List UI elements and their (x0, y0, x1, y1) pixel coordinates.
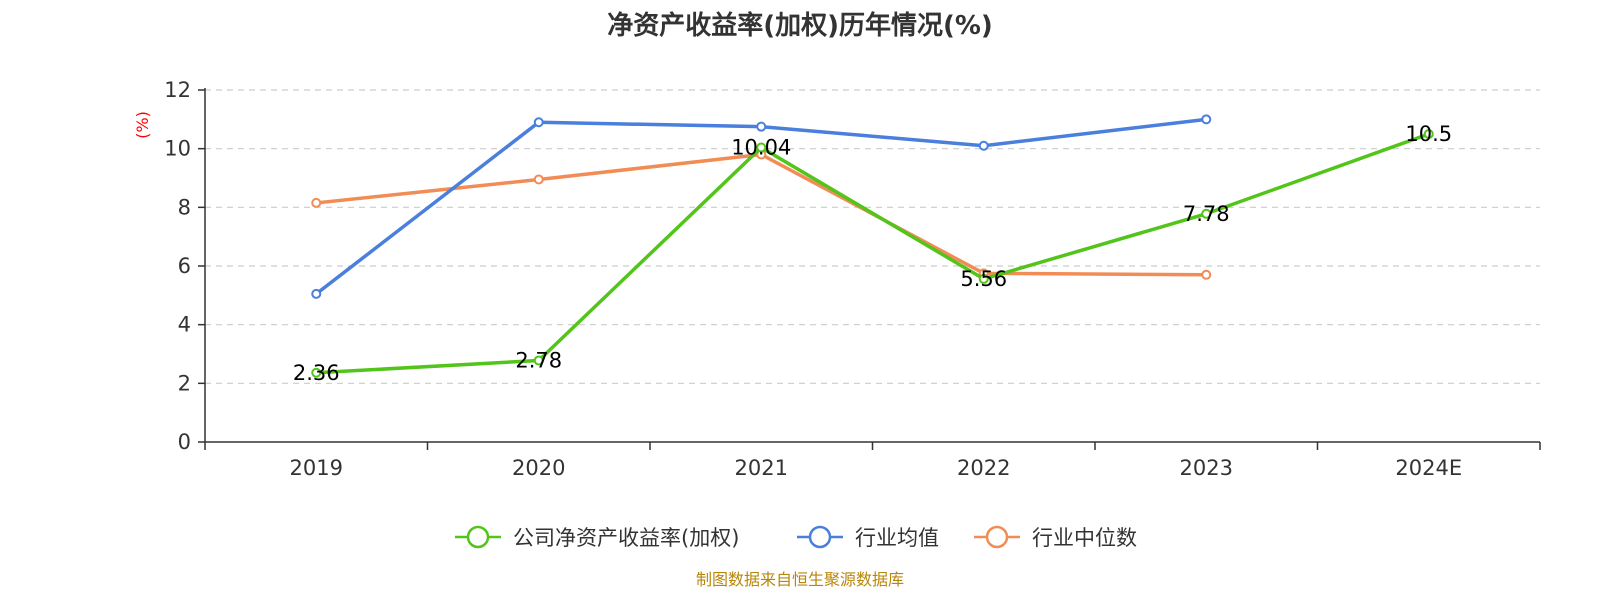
y-tick-label: 4 (178, 313, 191, 337)
data-point[interactable] (533, 117, 544, 128)
data-point[interactable] (978, 273, 989, 284)
data-label: 10.5 (1405, 122, 1452, 146)
x-tick-label: 2019 (290, 456, 343, 480)
data-point[interactable] (311, 197, 322, 208)
x-tick-label: 2024E (1395, 456, 1462, 480)
y-tick-label: 10 (164, 137, 191, 161)
y-tick-label: 12 (164, 78, 191, 102)
x-tick-label: 2020 (512, 456, 565, 480)
data-point[interactable] (533, 355, 544, 366)
data-label: 2.36 (293, 361, 340, 385)
data-point[interactable] (1201, 269, 1212, 280)
data-label: 7.78 (1183, 202, 1230, 226)
data-label: 10.04 (731, 135, 791, 159)
series-group (311, 114, 1434, 378)
gridlines (205, 89, 1540, 384)
legend-label: 行业均值 (855, 526, 939, 550)
data-point[interactable] (1201, 208, 1212, 219)
series-line (316, 152, 1207, 277)
data-labels: 2.36 2.78 10.04 5.56 7.78 10.5 (293, 122, 1452, 385)
source-note: 制图数据来自恒生聚源数据库 (696, 570, 904, 589)
y-tick-label: 0 (178, 430, 191, 454)
data-point[interactable] (1423, 129, 1434, 139)
data-point[interactable] (756, 121, 767, 132)
data-label: 2.78 (515, 348, 562, 372)
legend-marker-icon (808, 525, 832, 549)
data-point[interactable] (311, 288, 322, 299)
y-axis-unit-label: (%) (133, 111, 152, 139)
series-2 (311, 149, 1212, 280)
legend-marker-icon (985, 525, 1009, 549)
data-point[interactable] (978, 140, 989, 151)
axes: 0 2 4 6 8 10 12 2019 2020 2021 2022 2023 2024E (164, 78, 1541, 480)
x-tick-label: 2021 (735, 456, 788, 480)
data-point[interactable] (756, 142, 767, 153)
legend-label: 公司净资产收益率(加权) (513, 526, 739, 550)
series-1 (311, 114, 1212, 299)
x-tick-label: 2023 (1180, 456, 1233, 480)
series-line (316, 132, 1430, 375)
data-point[interactable] (311, 367, 322, 378)
y-tick-label: 8 (178, 195, 191, 219)
legend-item-1[interactable]: 行业均值 (797, 525, 939, 550)
legend-marker-icon (466, 525, 490, 549)
y-tick-label: 6 (178, 254, 191, 278)
series-0 (311, 129, 1434, 378)
data-point[interactable] (533, 174, 544, 185)
data-point[interactable] (1201, 114, 1212, 125)
x-tick-label: 2022 (957, 456, 1010, 480)
chart-title: 净资产收益率(加权)历年情况(%) (607, 10, 993, 41)
legend[interactable]: 公司净资产收益率(加权) 行业均值 行业中位数 (455, 525, 1137, 550)
data-label: 5.56 (960, 267, 1007, 291)
legend-item-2[interactable]: 行业中位数 (974, 525, 1137, 550)
y-tick-label: 2 (178, 371, 191, 395)
legend-item-0[interactable]: 公司净资产收益率(加权) (455, 525, 739, 550)
legend-label: 行业中位数 (1032, 526, 1137, 550)
